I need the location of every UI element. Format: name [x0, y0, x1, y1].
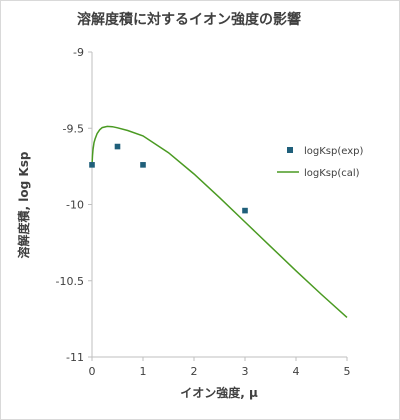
chart-title: 溶解度積に対するイオン強度の影響 — [77, 11, 301, 28]
exp-point — [140, 162, 146, 168]
exp-point — [114, 143, 121, 150]
x-tick-label: 4 — [293, 365, 300, 378]
y-tick-label: -10 — [66, 199, 84, 212]
axes — [91, 52, 347, 358]
legend-label-exp: logKsp(exp) — [304, 146, 364, 157]
y-tick-label: -9.5 — [63, 122, 84, 135]
y-tick-label: -11 — [66, 351, 84, 364]
legend-marker-exp — [287, 147, 293, 153]
x-tick-label: 1 — [140, 365, 147, 378]
x-tick-label: 5 — [344, 365, 351, 378]
axis-ticks: 0 1 2 3 4 5 -9 -9.5 -10 -10.5 -11 — [56, 46, 351, 378]
x-tick-label: 0 — [89, 365, 96, 378]
y-tick-label: -10.5 — [56, 275, 84, 288]
legend: logKsp(exp) logKsp(cal) — [277, 146, 364, 179]
x-axis-label: イオン強度, μ — [180, 385, 258, 400]
x-tick-label: 3 — [242, 365, 249, 378]
calculated-series — [91, 125, 348, 318]
exp-point — [242, 207, 248, 214]
x-tick-label: 2 — [191, 365, 198, 378]
calc-line — [91, 125, 348, 318]
y-axis-label: 溶解度積, log Ksp — [16, 151, 31, 258]
y-tick-label: -9 — [73, 46, 84, 59]
exp-point — [89, 162, 95, 168]
legend-label-cal: logKsp(cal) — [304, 168, 360, 179]
experimental-series — [89, 143, 248, 214]
